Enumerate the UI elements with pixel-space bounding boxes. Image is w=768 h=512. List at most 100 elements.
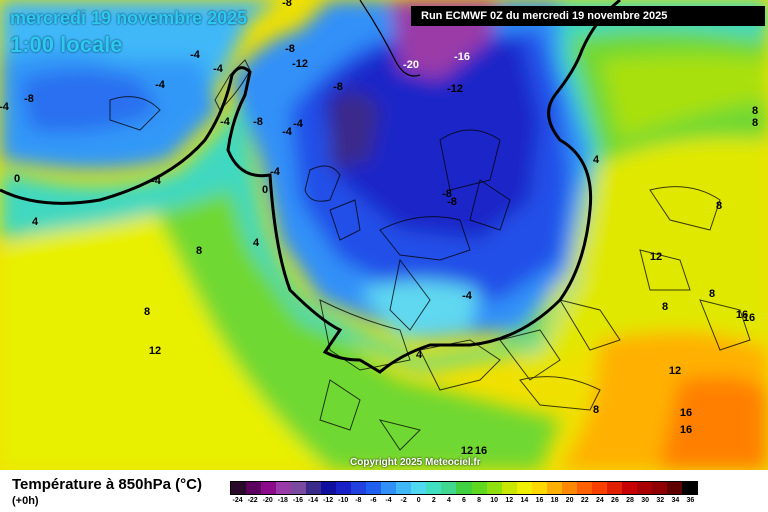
scale-tick-label: 12 — [505, 497, 514, 504]
isotherm-label: 16 — [743, 312, 755, 324]
scale-tick-label: 30 — [641, 497, 650, 504]
scale-tick-label: 0 — [416, 497, 421, 504]
scale-tick-label: 24 — [595, 497, 604, 504]
scale-tick-label: -16 — [292, 497, 303, 504]
scale-color-cell — [441, 482, 457, 494]
isotherm-label: 4 — [593, 154, 600, 166]
isotherm-label: 8 — [662, 301, 668, 313]
scale-color-cell — [591, 482, 607, 494]
scale-color-cell — [291, 482, 307, 494]
zero-degree-isotherm — [0, 0, 621, 374]
scale-color-cell — [396, 482, 412, 494]
scale-tick-label: 22 — [580, 497, 589, 504]
isotherm-label: 8 — [593, 404, 599, 416]
coastlines — [109, 59, 751, 451]
scale-color-cell — [411, 482, 427, 494]
isotherm-label: 8 — [752, 105, 758, 117]
color-scale-labels: -24 -22 -20 -18 -16 -14 -12 -10 -8 -6 -4 -2 0 2 4 6 8 10 1… — [230, 497, 698, 509]
isotherm-label: -4 — [462, 290, 473, 302]
scale-tick-label: 16 — [535, 497, 544, 504]
scale-tick-label: 36 — [686, 497, 695, 504]
scale-color-cell — [351, 482, 367, 494]
isotherm-label: -8 — [285, 43, 295, 55]
scale-tick-label: 34 — [671, 497, 680, 504]
scale-color-cell — [486, 482, 502, 494]
scale-color-cell — [231, 482, 247, 494]
legend-title: Température à 850hPa (°C) — [12, 476, 202, 493]
isotherm-label: 12 — [669, 365, 681, 377]
temperature-fields — [0, 0, 768, 470]
scale-color-cell — [531, 482, 547, 494]
scale-tick-label: -10 — [338, 497, 349, 504]
isotherm-label: -4 — [190, 49, 201, 61]
copyright-text: Copyright 2025 Meteociel.fr — [350, 457, 481, 468]
scale-tick-label: -6 — [370, 497, 377, 504]
scale-color-cell — [561, 482, 577, 494]
scale-color-cell — [516, 482, 532, 494]
scale-color-cell — [306, 482, 322, 494]
scale-color-cell — [456, 482, 472, 494]
isotherm-label: 0 — [262, 184, 268, 196]
scale-color-cell — [606, 482, 622, 494]
isotherm-label: 16 — [736, 309, 748, 321]
isotherm-label: 12 — [650, 251, 662, 263]
isotherm-label: -8 — [333, 81, 343, 93]
isotherm-label: -20 — [403, 59, 419, 71]
scale-tick-label: 26 — [611, 497, 619, 504]
legend-subtitle: (+0h) — [12, 495, 39, 507]
forecast-time-title: 1:00 locale — [10, 32, 123, 57]
isotherm-label: -4 — [155, 79, 166, 91]
isotherm-label: -4 — [282, 126, 293, 138]
isotherm-label: 8 — [196, 245, 202, 257]
isotherm-label: 12 — [149, 345, 161, 357]
model-run-label: Run ECMWF 0Z du mercredi 19 novembre 202… — [411, 6, 765, 26]
isotherm-label: -4 — [270, 166, 281, 178]
scale-tick-label: 14 — [520, 497, 529, 504]
scale-color-cell — [321, 482, 337, 494]
scale-color-cell — [546, 482, 562, 494]
isotherm-label: 16 — [475, 445, 487, 457]
isotherm-label: -16 — [454, 51, 470, 63]
scale-color-cell — [666, 482, 682, 494]
scale-color-cell — [651, 482, 667, 494]
isotherm-label: 4 — [32, 216, 39, 228]
scale-color-cell — [576, 482, 592, 494]
isotherm-label: 8 — [716, 200, 722, 212]
isotherm-label: -4 — [220, 116, 231, 128]
scale-color-cell — [426, 482, 442, 494]
isotherm-label: 8 — [709, 288, 715, 300]
scale-color-cell — [381, 482, 397, 494]
isotherm-label: -4 — [151, 175, 162, 187]
scale-tick-label: 18 — [550, 497, 559, 504]
scale-color-cell — [636, 482, 652, 494]
isotherm-label: 4 — [416, 349, 423, 361]
isotherm-label: -8 — [24, 93, 34, 105]
minus-twenty-isotherm — [359, 0, 421, 77]
scale-tick-label: -20 — [262, 497, 273, 504]
isotherm-label: -4 — [213, 63, 224, 75]
isotherm-label: 8 — [752, 117, 758, 129]
isotherm-label: -12 — [447, 83, 463, 95]
isotherm-label: 4 — [253, 237, 260, 249]
isotherm-label: 16 — [680, 407, 692, 419]
scale-tick-label: 2 — [431, 497, 436, 504]
scale-tick-label: 4 — [446, 497, 451, 504]
scale-tick-label: 28 — [626, 497, 634, 504]
scale-tick-label: -24 — [232, 497, 243, 504]
scale-color-cell — [336, 482, 352, 494]
scale-tick-label: 8 — [477, 497, 482, 504]
isotherm-label: -4 — [0, 101, 10, 113]
isotherm-label: -12 — [292, 58, 308, 70]
isotherm-label: 12 — [461, 445, 473, 457]
scale-tick-label: -2 — [400, 497, 407, 504]
scale-color-cell — [621, 482, 637, 494]
scale-color-cell — [276, 482, 292, 494]
scale-tick-label: -12 — [323, 497, 334, 504]
isotherm-label: 16 — [680, 424, 692, 436]
isotherm-label: -4 — [293, 118, 304, 130]
isotherm-label: 0 — [14, 173, 20, 185]
scale-tick-label: 10 — [490, 497, 499, 504]
color-scale-bar — [230, 481, 698, 495]
isotherm-label: 8 — [144, 306, 150, 318]
